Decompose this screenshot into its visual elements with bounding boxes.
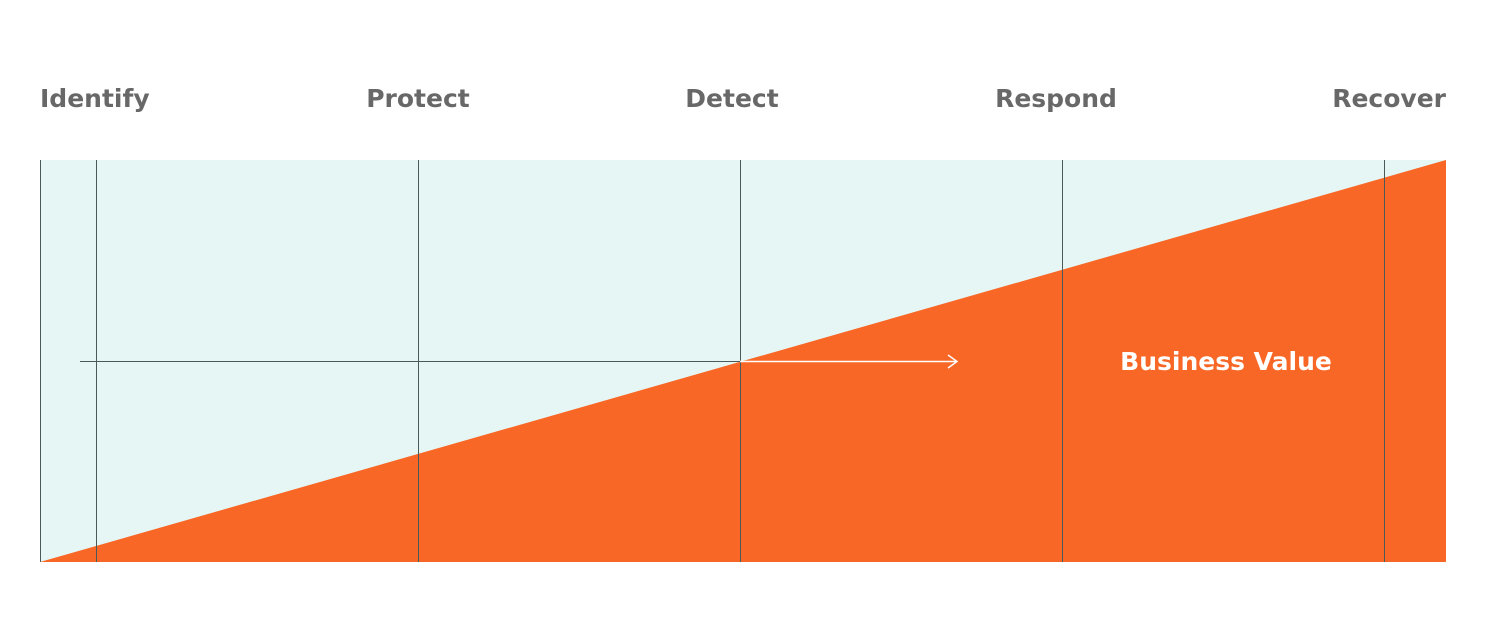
phase-label: Respond — [995, 84, 1117, 113]
arrow-head — [947, 354, 959, 369]
phase-label: Detect — [685, 84, 778, 113]
arrow — [740, 354, 959, 369]
phase-label: Protect — [366, 84, 470, 113]
dividers — [40, 160, 1385, 562]
phase-label: Identify — [40, 84, 150, 113]
phase-label: Recover — [1332, 84, 1446, 113]
annotation: Business Value — [1120, 347, 1332, 376]
